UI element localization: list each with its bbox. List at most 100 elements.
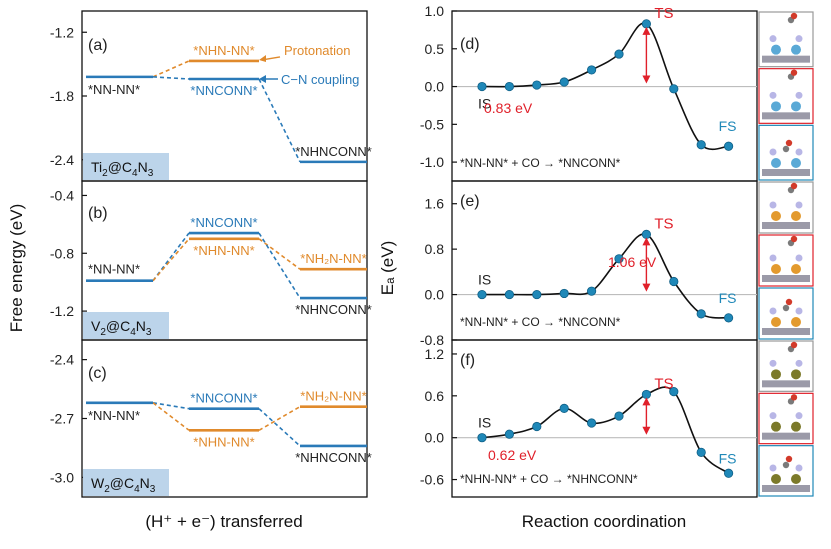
data-point <box>614 49 624 59</box>
oxygen-atom <box>785 139 793 147</box>
y-tick-label: 0.6 <box>425 388 445 404</box>
metal-atom <box>771 474 781 484</box>
oxygen-atom <box>785 455 793 463</box>
nitrogen-atom <box>769 254 777 262</box>
nitrogen-atom <box>769 464 777 472</box>
connector-line <box>152 402 190 410</box>
oxygen-atom <box>785 298 793 306</box>
metal-atom <box>791 44 801 55</box>
subscript: 4 <box>130 327 136 338</box>
profile-curve <box>481 22 729 151</box>
y-tick-label: -1.0 <box>420 154 444 170</box>
connector-line <box>258 406 301 431</box>
connector-line <box>152 238 190 282</box>
data-point <box>477 289 487 300</box>
data-point <box>669 276 679 287</box>
y-tick-label: -0.4 <box>50 187 74 203</box>
substrate-slab <box>762 112 810 120</box>
is-label: IS <box>478 272 491 288</box>
metal-atom <box>771 421 781 432</box>
subscript: 4 <box>132 168 138 179</box>
data-point <box>669 84 679 94</box>
level-label: *NH₂N-NN* <box>300 389 366 404</box>
metal-atom <box>791 211 801 221</box>
nitrogen-atom <box>769 35 777 43</box>
panel-letter: (a) <box>88 37 108 54</box>
structure-images <box>758 11 814 497</box>
subscript: 2 <box>104 484 110 495</box>
plot-frame <box>451 339 758 498</box>
reaction-equation: *NN-NN* + CO → *NNCONN* <box>460 315 621 329</box>
is-label: IS <box>478 415 491 431</box>
nitrogen-atom <box>795 412 803 420</box>
data-point <box>723 468 734 478</box>
metal-atom <box>791 421 801 432</box>
y-tick-label: -1.2 <box>50 303 74 319</box>
barrier-arrowhead-down <box>642 75 651 84</box>
level-label: *NHNCONN* <box>295 144 372 159</box>
data-point <box>696 140 706 150</box>
nitrogen-atom <box>769 359 777 367</box>
metal-atom <box>771 369 781 380</box>
reaction-equation: *NHN-NN* + CO → *NHNCONN* <box>460 472 638 486</box>
legend-arrowhead <box>259 75 266 83</box>
y-tick-label: 1.6 <box>425 196 445 212</box>
substrate-slab <box>762 169 810 176</box>
substrate-slab <box>762 55 810 63</box>
legend-coupling: C−N coupling <box>281 72 359 87</box>
data-point <box>532 289 542 300</box>
nitrogen-atom <box>795 307 803 315</box>
metal-atom <box>771 264 781 274</box>
metal-atom <box>791 158 801 168</box>
level-label: *NNCONN* <box>190 83 257 98</box>
carbon-atom <box>782 145 790 153</box>
formula-part: W <box>91 475 105 491</box>
data-point <box>586 418 597 428</box>
catalyst-badge <box>83 312 169 339</box>
barrier-arrowhead-down <box>642 426 651 435</box>
panel-letter: (e) <box>460 193 480 210</box>
level-label: *NNCONN* <box>190 215 257 230</box>
carbon-atom <box>782 461 790 469</box>
nitrogen-atom <box>795 359 803 367</box>
y-tick-label: 0.5 <box>425 41 445 57</box>
connector-line <box>258 238 301 270</box>
data-point <box>723 141 734 151</box>
substrate-slab <box>762 432 810 440</box>
carbon-atom <box>782 304 790 312</box>
y-tick-label: 1.2 <box>425 346 445 362</box>
formula-part: @C <box>106 318 130 334</box>
formula-part: V <box>91 318 101 334</box>
panel-e: 1.6 0.8 0.0 -0.8 IS TS FS 1.06 eV (e) *NN-NN* + C… <box>420 180 758 348</box>
catalyst-label: Ti2@C4N3 <box>91 159 154 179</box>
nitrogen-atom <box>769 412 777 420</box>
y-tick-label: -3.0 <box>50 469 74 485</box>
data-point <box>586 65 597 75</box>
barrier-arrowhead-up <box>642 237 651 246</box>
catalyst-badge <box>83 153 169 180</box>
barrier-arrowhead-up <box>642 397 651 406</box>
subscript: 3 <box>146 327 152 338</box>
y-tick-label: -0.8 <box>50 245 74 261</box>
formula-part: N <box>140 475 150 491</box>
y-tick-label: 0.8 <box>425 241 445 257</box>
level-label: *NNCONN* <box>190 391 257 406</box>
metal-atom <box>771 158 781 168</box>
level-label: *NN-NN* <box>88 262 140 277</box>
subscript: 2 <box>100 327 106 338</box>
y-tick-label: -0.5 <box>420 116 444 132</box>
level-label: *NN-NN* <box>88 408 140 423</box>
left-xlabel: (H⁺ + e⁻) transferred <box>145 512 302 531</box>
nitrogen-atom <box>795 148 803 156</box>
panel-c: -2.4 -2.7 -3.0 (c) W2@C4N3 *NN-NN* *NNCONN* *NH… <box>50 339 372 498</box>
y-tick-label: -2.4 <box>50 352 74 368</box>
nitrogen-atom <box>769 307 777 315</box>
panel-letter: (b) <box>88 205 108 222</box>
catalyst-badge <box>83 469 169 496</box>
data-point <box>504 81 514 92</box>
nitrogen-atom <box>795 464 803 472</box>
data-point <box>614 254 624 264</box>
nitrogen-atom <box>769 91 777 99</box>
formula-part: @C <box>110 475 134 491</box>
